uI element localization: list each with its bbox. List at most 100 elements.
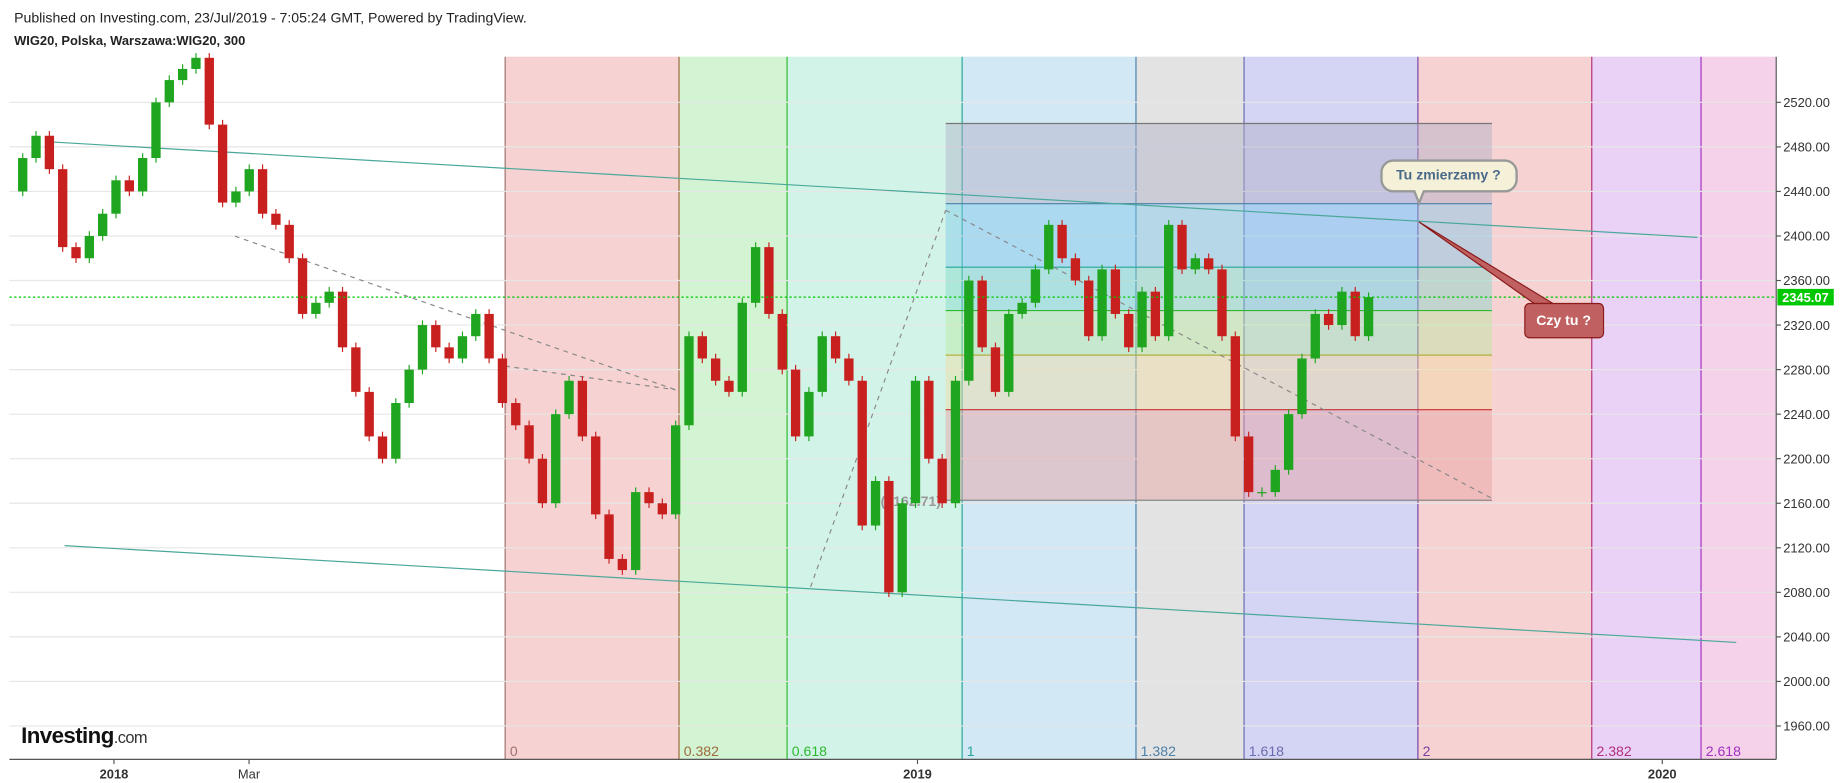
y-tick-label: 2040.00 xyxy=(1783,630,1830,645)
chart-title: WIG20, Polska, Warszawa:WIG20, 300 xyxy=(14,33,245,48)
candle xyxy=(684,336,694,426)
candle xyxy=(1070,258,1081,281)
candle xyxy=(1204,258,1214,270)
candle xyxy=(870,480,881,526)
y-tick-label: 2200.00 xyxy=(1783,451,1830,466)
candle xyxy=(1124,313,1134,348)
candle xyxy=(777,313,787,370)
time-zone xyxy=(1701,56,1777,760)
trend-line xyxy=(46,141,1698,238)
candle xyxy=(631,492,641,571)
candle xyxy=(297,258,308,314)
time-zone xyxy=(505,56,680,760)
time-zone xyxy=(1135,56,1245,760)
candle xyxy=(937,458,947,504)
candle xyxy=(1190,258,1201,270)
y-tick-label: 2400.00 xyxy=(1783,229,1830,244)
candle xyxy=(591,436,601,515)
last-price-label: 2345.07 xyxy=(1782,290,1829,305)
candle xyxy=(524,425,534,459)
candle xyxy=(804,391,814,437)
dashed-line xyxy=(234,235,676,391)
candle xyxy=(724,380,734,392)
candle xyxy=(710,358,721,381)
candle xyxy=(564,380,574,415)
callout-text: Tu zmierzamy ? xyxy=(1396,166,1501,182)
last-price-box xyxy=(1777,288,1834,306)
candle xyxy=(1337,291,1347,326)
candle xyxy=(1310,313,1320,359)
candle xyxy=(1057,224,1067,259)
dashed-line xyxy=(505,365,676,391)
time-zone xyxy=(962,56,1136,760)
callout: Czy tu ? xyxy=(1418,221,1605,339)
candle xyxy=(244,169,254,192)
candle xyxy=(604,514,614,559)
candle xyxy=(204,57,214,125)
candle xyxy=(151,102,161,159)
candle xyxy=(1137,291,1147,348)
candle xyxy=(124,180,134,192)
candle xyxy=(577,380,588,437)
candle xyxy=(764,247,774,314)
logo-name: Investing xyxy=(21,723,114,748)
candle xyxy=(910,380,921,504)
candle xyxy=(231,191,241,203)
candle xyxy=(44,135,55,170)
time-zone-label: 2 xyxy=(1423,743,1431,759)
y-tick-label: 2000.00 xyxy=(1783,674,1830,689)
y-tick-label: 2360.00 xyxy=(1783,273,1830,288)
callout-box xyxy=(1524,302,1605,339)
candle xyxy=(311,302,321,314)
candle xyxy=(58,169,68,248)
y-tick-label: 1960.00 xyxy=(1783,719,1830,734)
chart-subtitle: Published on Investing.com, 23/Jul/2019 … xyxy=(14,9,527,25)
candle xyxy=(404,369,414,404)
axes: 1960.00 2000.00 2040.00 2080.00 2120.00 2160.… xyxy=(9,56,1834,781)
x-tick-label: 2019 xyxy=(903,766,932,781)
candle xyxy=(164,80,174,103)
x-tick-label: Mar xyxy=(238,766,261,781)
time-zone-label: 0 xyxy=(510,743,518,759)
candle xyxy=(1097,269,1107,337)
candle xyxy=(1177,224,1187,270)
time-zone-label: 1.618 xyxy=(1249,743,1284,759)
callout-text: Czy tu ? xyxy=(1536,312,1591,328)
candle xyxy=(1350,291,1360,337)
candle xyxy=(1110,269,1121,314)
candle xyxy=(1323,313,1334,326)
candle xyxy=(98,213,108,236)
candle xyxy=(1243,436,1254,493)
candle xyxy=(1283,414,1294,470)
candle xyxy=(657,503,668,515)
logo-suffix: .com xyxy=(114,729,147,747)
candle xyxy=(1270,469,1280,493)
candle xyxy=(990,347,1001,392)
candle xyxy=(31,135,41,159)
candle xyxy=(444,347,454,359)
candle xyxy=(670,425,681,515)
candle xyxy=(1150,291,1161,337)
time-zone-label: 2.382 xyxy=(1596,743,1631,759)
candle xyxy=(644,492,654,504)
candle xyxy=(1030,269,1041,303)
candle xyxy=(537,458,548,504)
candle xyxy=(351,347,361,392)
candle xyxy=(417,325,428,370)
candle xyxy=(364,391,374,437)
x-tick-label: 2020 xyxy=(1648,766,1677,781)
candle xyxy=(617,558,628,571)
candles xyxy=(18,53,1374,598)
candle xyxy=(284,224,294,259)
candle xyxy=(271,213,281,225)
candle xyxy=(977,280,987,348)
callout-box xyxy=(1380,159,1518,207)
candle xyxy=(950,380,961,504)
dashed-line xyxy=(810,210,947,588)
time-zone xyxy=(1591,56,1702,760)
fib-band xyxy=(945,203,1492,268)
trend-lines xyxy=(46,141,1737,644)
candle xyxy=(1363,297,1374,337)
